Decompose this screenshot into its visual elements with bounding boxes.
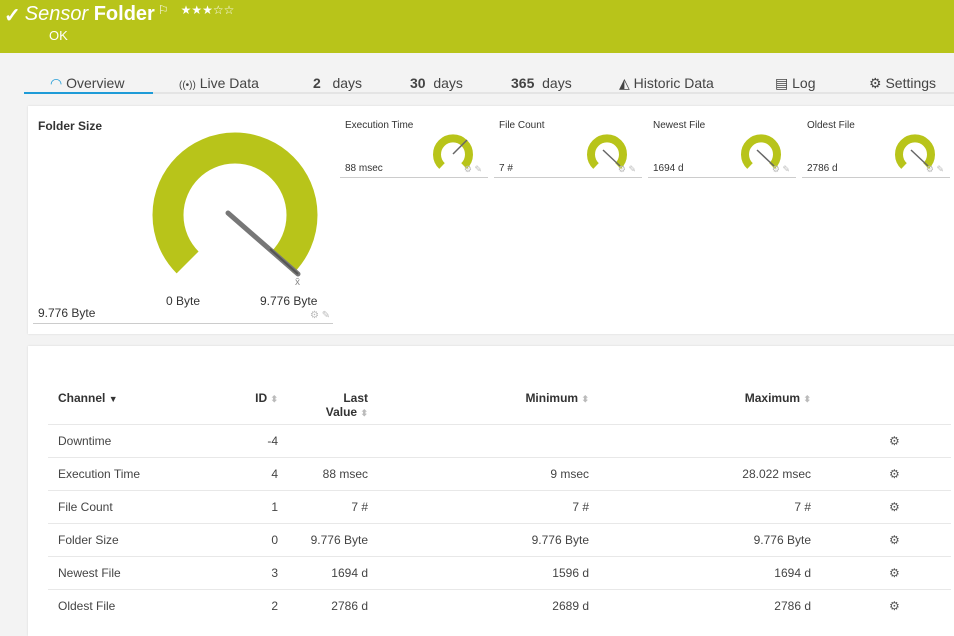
minimum-cell: 2689 d: [368, 588, 589, 622]
minimum-cell: 9 msec: [368, 456, 589, 490]
channel-cell: Execution Time: [48, 456, 198, 490]
mini-gauge-newest-file[interactable]: Newest File 1694 d ⚙ ✎: [648, 116, 796, 178]
tab-2-days[interactable]: 2 days: [313, 75, 363, 91]
mini-gauge-execution-time[interactable]: Execution Time 88 msec ⚙ ✎: [340, 116, 488, 178]
broadcast-icon: ((•)): [179, 80, 196, 91]
col-minimum[interactable]: Minimum ⬍: [525, 391, 589, 405]
list-icon: ▤: [775, 75, 789, 91]
channel-cell: Oldest File: [48, 588, 198, 622]
last-value-cell: 7 #: [278, 489, 368, 523]
gauge-min-label: 0 Byte: [166, 294, 201, 308]
sort-icon: ⬍: [270, 394, 278, 404]
area-chart-icon: ◭: [619, 75, 630, 91]
table-row[interactable]: File Count 1 7 #7 #7 # ⚙: [48, 489, 951, 523]
channel-settings-icon[interactable]: ⚙: [811, 588, 951, 622]
gear-icon: ⚙: [869, 75, 882, 91]
tab-overview[interactable]: ◠ Overview: [24, 75, 153, 94]
sensor-title: Sensor Folder: [24, 3, 155, 25]
status-text: OK: [49, 28, 68, 43]
table-row[interactable]: Downtime -4 ⚙: [48, 423, 951, 457]
mini-gauge-file-count[interactable]: File Count 7 # ⚙ ✎: [494, 116, 642, 178]
mini-gauge-oldest-file[interactable]: Oldest File 2786 d ⚙ ✎: [802, 116, 950, 178]
tab-30-days[interactable]: 30 days: [410, 75, 463, 91]
channel-settings-icon[interactable]: ⚙: [811, 423, 951, 457]
pin-icon[interactable]: ⚙ ✎: [463, 164, 482, 174]
channel-cell: File Count: [48, 489, 198, 523]
gauge-max-label: 9.776 Byte: [260, 294, 318, 308]
channels-table: Channel ▼ ID ⬍ Last Value ⬍ Minimum ⬍ Max…: [48, 384, 951, 622]
id-cell: 2: [198, 588, 278, 622]
sort-desc-icon: ▼: [108, 394, 118, 404]
last-value-cell: 2786 d: [278, 588, 368, 622]
minimum-cell: 9.776 Byte: [368, 522, 589, 556]
tab-bar: ◠ Overview ((•)) Live Data 2 days 30 day…: [24, 70, 954, 94]
gauge-arc: [895, 134, 935, 169]
id-cell: 3: [198, 555, 278, 589]
id-cell: 0: [198, 522, 278, 556]
sort-icon: ⬍: [803, 394, 811, 404]
col-last-value[interactable]: Last Value ⬍: [325, 391, 368, 419]
gauge-arc: [741, 134, 781, 169]
channel-cell: Newest File: [48, 555, 198, 589]
channel-settings-icon[interactable]: ⚙: [811, 522, 951, 556]
last-value-cell: 88 msec: [278, 456, 368, 490]
maximum-cell: 7 #: [589, 489, 811, 523]
divider: [33, 323, 333, 324]
minimum-cell: 1596 d: [368, 555, 589, 589]
gauge-arc: [152, 132, 318, 274]
gauge-icon: ◠: [50, 75, 63, 91]
maximum-cell: 1694 d: [589, 555, 811, 589]
gauge-settings-icons[interactable]: ⚙ ✎: [310, 310, 331, 321]
table-row[interactable]: Execution Time 4 88 msec 9 msec 28.022 msec ⚙: [48, 456, 951, 490]
table-row[interactable]: Newest File 3 1694 d 1596 d 1694 d ⚙: [48, 555, 951, 589]
channel-cell: Folder Size: [48, 522, 198, 556]
tab-365-days[interactable]: 365 days: [511, 75, 572, 91]
average-marker: x̄: [295, 277, 300, 288]
table-row[interactable]: Folder Size 0 9.776 Byte 9.776 Byte 9.776 By…: [48, 522, 951, 556]
pin-icon[interactable]: ⚙ ✎: [925, 164, 944, 174]
tab-settings[interactable]: ⚙ Settings: [869, 75, 937, 91]
check-icon: ✓: [4, 5, 21, 27]
id-cell: 1: [198, 489, 278, 523]
sensor-header: ✓ Sensor Folder ⚐ ★★★☆☆ OK: [0, 0, 954, 53]
maximum-cell: 28.022 msec: [589, 456, 811, 490]
sensor-title-row: ✓ Sensor Folder ⚐ ★★★☆☆: [4, 3, 234, 28]
pin-icon[interactable]: ⚙ ✎: [771, 164, 790, 174]
main-gauge: [152, 132, 318, 277]
maximum-cell: 9.776 Byte: [589, 522, 811, 556]
table-row[interactable]: Oldest File 2 2786 d 2689 d 2786 d ⚙: [48, 588, 951, 622]
sort-icon: ⬍: [360, 408, 368, 418]
col-channel[interactable]: Channel ▼: [58, 391, 118, 405]
sort-icon: ⬍: [581, 394, 589, 404]
channel-cell: Downtime: [48, 423, 198, 457]
tab-log[interactable]: ▤ Log: [775, 75, 816, 91]
id-cell: -4: [198, 423, 278, 457]
flag-icon[interactable]: ⚐: [157, 3, 169, 17]
channel-settings-icon[interactable]: ⚙: [811, 489, 951, 523]
last-value-cell: 9.776 Byte: [278, 522, 368, 556]
maximum-cell: [589, 423, 811, 457]
main-gauge-title: Folder Size: [38, 119, 103, 133]
tab-historic-data[interactable]: ◭ Historic Data: [619, 75, 714, 91]
channel-settings-icon[interactable]: ⚙: [811, 555, 951, 589]
last-value-cell: 1694 d: [278, 555, 368, 589]
minimum-cell: [368, 423, 589, 457]
gauge-arc: [433, 134, 473, 169]
main-gauge-value: 9.776 Byte: [38, 306, 96, 320]
minimum-cell: 7 #: [368, 489, 589, 523]
channel-settings-icon[interactable]: ⚙: [811, 456, 951, 490]
maximum-cell: 2786 d: [589, 588, 811, 622]
col-id[interactable]: ID ⬍: [255, 391, 278, 405]
col-maximum[interactable]: Maximum ⬍: [744, 391, 811, 405]
pin-icon[interactable]: ⚙ ✎: [617, 164, 636, 174]
last-value-cell: [278, 423, 368, 457]
tab-live-data[interactable]: ((•)) Live Data: [179, 75, 259, 91]
gauge-arc: [587, 134, 627, 169]
priority-stars[interactable]: ★★★☆☆: [180, 3, 235, 17]
id-cell: 4: [198, 456, 278, 490]
